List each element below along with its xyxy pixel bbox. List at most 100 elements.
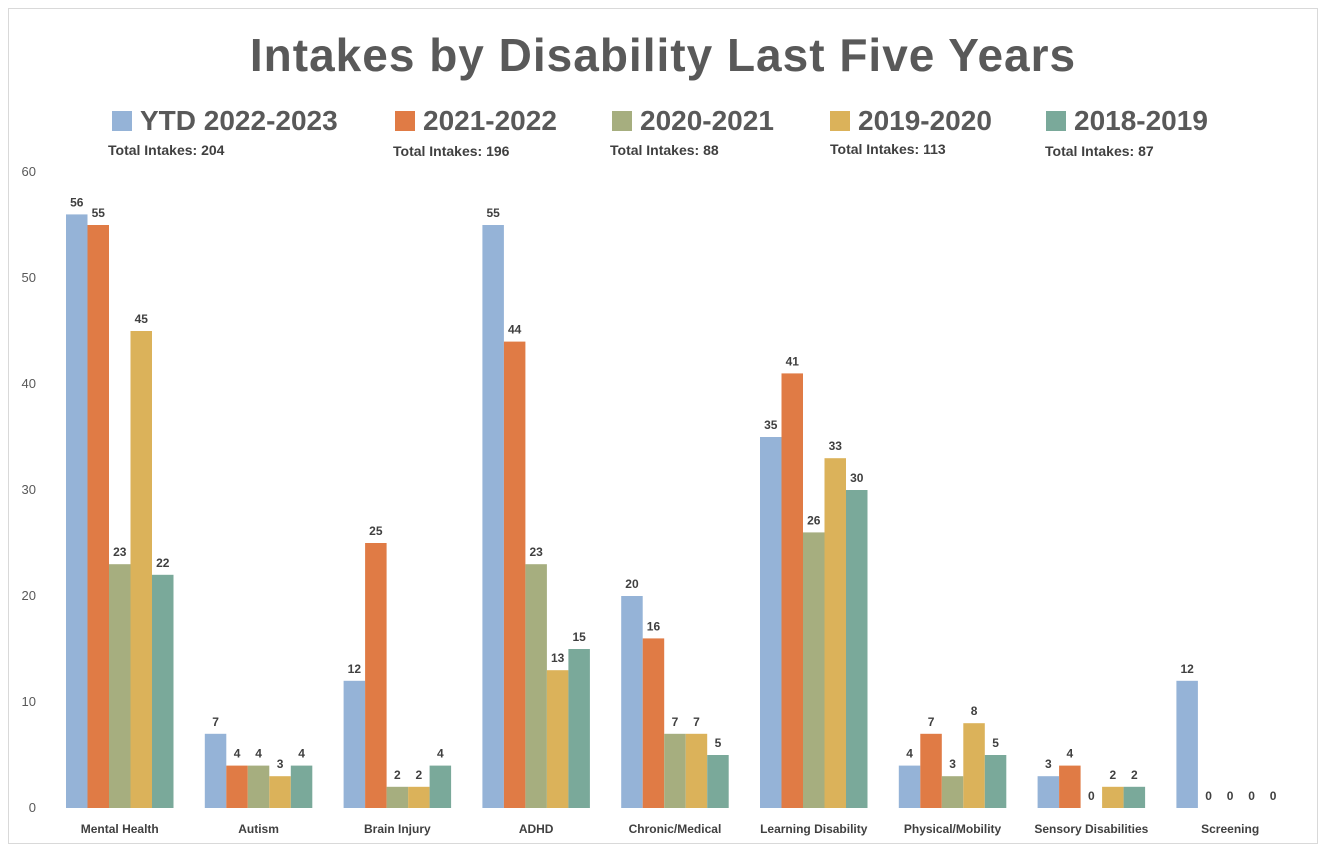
legend-item: 2019-2020 — [830, 104, 992, 138]
y-tick-label: 10 — [22, 694, 36, 709]
x-tick-label: Learning Disability — [760, 822, 868, 836]
bar — [898, 765, 921, 808]
legend-swatch — [830, 111, 850, 131]
bar — [482, 225, 504, 808]
total-intakes-label: Total Intakes: 113 — [830, 141, 946, 157]
legend-label: 2018-2019 — [1074, 105, 1208, 136]
data-label: 5 — [715, 736, 722, 750]
data-label: 55 — [486, 206, 500, 220]
legend-label: 2020-2021 — [640, 105, 774, 136]
data-label: 7 — [928, 715, 935, 729]
bar — [568, 649, 590, 808]
data-label: 7 — [693, 715, 700, 729]
bar — [546, 670, 569, 808]
data-label: 15 — [572, 630, 586, 644]
bar — [66, 214, 88, 808]
legend-item: 2020-2021 — [612, 104, 774, 138]
data-label: 45 — [135, 312, 149, 326]
x-tick-label: Screening — [1201, 822, 1259, 836]
data-label: 0 — [1205, 789, 1212, 803]
data-label: 4 — [298, 747, 305, 761]
bar — [503, 341, 526, 808]
legend-swatch — [112, 111, 132, 131]
bar — [365, 543, 387, 808]
bar — [109, 564, 131, 808]
total-intakes-label: Total Intakes: 87 — [1045, 143, 1154, 159]
bar — [685, 733, 708, 808]
bar — [781, 373, 803, 808]
x-tick-label: Brain Injury — [364, 822, 431, 836]
data-label: 23 — [113, 545, 127, 559]
legend-item: YTD 2022-2023 — [112, 104, 338, 138]
bar — [87, 225, 109, 808]
data-label: 12 — [1180, 662, 1194, 676]
legend-label: YTD 2022-2023 — [140, 105, 338, 136]
data-label: 13 — [551, 651, 565, 665]
data-label: 4 — [437, 747, 444, 761]
bar — [920, 733, 942, 808]
chart-frame — [8, 8, 1318, 844]
data-label: 2 — [1110, 768, 1117, 782]
bar — [1037, 776, 1060, 808]
data-label: 5 — [992, 736, 999, 750]
legend-swatch — [612, 111, 632, 131]
data-label: 0 — [1088, 789, 1095, 803]
total-intakes-label: Total Intakes: 88 — [610, 142, 719, 158]
bar — [621, 596, 643, 808]
bar — [130, 331, 152, 808]
legend-swatch — [395, 111, 415, 131]
data-label: 2 — [394, 768, 401, 782]
data-label: 2 — [1131, 768, 1138, 782]
bar — [760, 437, 782, 808]
data-label: 35 — [764, 418, 778, 432]
bar — [984, 755, 1007, 808]
legend-swatch — [1046, 111, 1066, 131]
data-label: 4 — [255, 747, 262, 761]
data-label: 0 — [1248, 789, 1255, 803]
data-label: 16 — [647, 619, 661, 633]
bar — [824, 458, 846, 808]
bar — [290, 765, 313, 808]
data-label: 26 — [807, 513, 821, 527]
bar — [1123, 786, 1146, 808]
data-label: 3 — [277, 757, 284, 771]
data-label: 56 — [70, 195, 84, 209]
data-label: 7 — [212, 715, 219, 729]
data-label: 3 — [1045, 757, 1052, 771]
x-tick-label: Autism — [238, 822, 279, 836]
bar — [204, 733, 227, 808]
bar — [429, 765, 452, 808]
legend-label: 2019-2020 — [858, 105, 992, 136]
chart-title: Intakes by Disability Last Five Years — [249, 29, 1077, 81]
bar — [941, 776, 964, 808]
data-label: 20 — [625, 577, 639, 591]
total-intakes-label: Total Intakes: 196 — [393, 143, 510, 159]
bar — [846, 490, 868, 808]
data-label: 33 — [829, 439, 843, 453]
y-tick-label: 60 — [22, 164, 36, 179]
bar — [642, 638, 665, 808]
data-label: 2 — [416, 768, 423, 782]
legend-label: 2021-2022 — [423, 105, 557, 136]
bar — [664, 733, 686, 808]
y-tick-label: 20 — [22, 588, 36, 603]
bar — [707, 755, 729, 808]
y-tick-label: 50 — [22, 270, 36, 285]
y-tick-label: 30 — [22, 482, 36, 497]
bar — [343, 680, 366, 808]
data-label: 41 — [786, 354, 800, 368]
bar — [152, 574, 174, 808]
data-label: 8 — [971, 704, 978, 718]
bar — [1059, 765, 1081, 808]
legend-item: 2018-2019 — [1046, 104, 1208, 138]
x-tick-label: Chronic/Medical — [629, 822, 722, 836]
bar — [1102, 786, 1124, 808]
data-label: 23 — [529, 545, 543, 559]
data-label: 4 — [1067, 747, 1074, 761]
data-label: 3 — [949, 757, 956, 771]
data-label: 55 — [92, 206, 106, 220]
data-label: 0 — [1227, 789, 1234, 803]
data-label: 4 — [906, 747, 913, 761]
bar — [525, 564, 547, 808]
